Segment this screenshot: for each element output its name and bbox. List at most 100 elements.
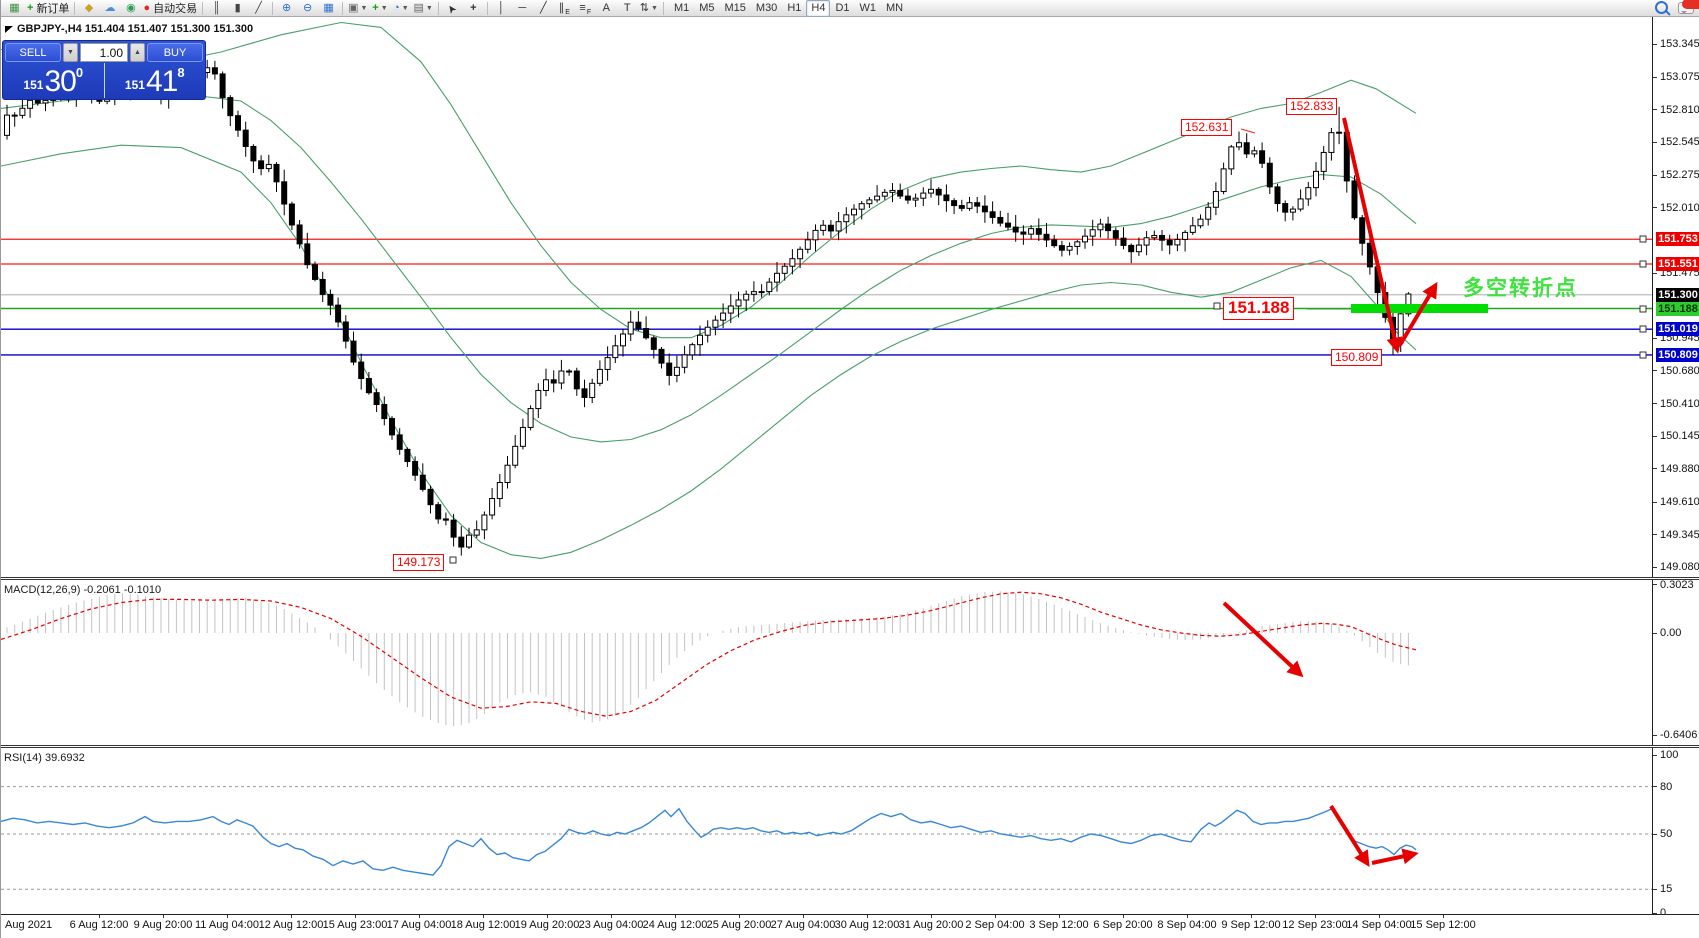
time-tick-label: 2 Sep 04:00 [965, 919, 1025, 931]
arrows-icon[interactable]: ⇅ ▼ [639, 1, 658, 14]
price-tick-label: 152.545 [1660, 136, 1699, 149]
price-axis[interactable]: 153.345 153.075 152.810 152.545 152.275 152.0… [1652, 17, 1699, 919]
object-handle [1639, 325, 1647, 333]
horizontal-line-icon[interactable]: ─ [512, 1, 533, 16]
rsi-tick-label: 50 [1660, 828, 1673, 840]
search-icon[interactable] [1655, 1, 1668, 14]
buy-button[interactable]: BUY [147, 43, 203, 62]
line-chart-mode-icon[interactable]: ╱ [248, 1, 269, 16]
signals-icon: ◉ [126, 1, 136, 14]
macd-pane[interactable] [1, 580, 1652, 745]
equidistant-channel-icon[interactable]: ∥ E [558, 1, 570, 16]
rsi-line [1, 807, 1417, 876]
object-handle [1213, 302, 1221, 310]
price-tick-label: 153.345 [1660, 38, 1699, 50]
crosshair-icon[interactable]: + [463, 1, 484, 16]
candle-chart-mode-icon[interactable]: ▮ [227, 1, 248, 16]
toolbar-separator [437, 1, 439, 15]
toolbar-separator [486, 1, 488, 15]
new-chart-icon[interactable]: ▣ ▼ [348, 1, 368, 14]
time-tick-label: 30 Aug 12:00 [834, 919, 900, 931]
time-axis[interactable]: Aug 2021 6 Aug 12:00 9 Aug 20:00 11 Aug 04:… [1, 914, 1699, 938]
label-icon: T [623, 1, 631, 14]
trendline-icon[interactable]: ╱ [533, 1, 554, 16]
one-click-trading-panel: SELL ▼ 1.00 ▲ BUY 151 30 0 151 41 8 [2, 40, 206, 100]
bollinger-lower [1, 144, 1417, 559]
timeframe-h1-button[interactable]: H1 [787, 2, 802, 14]
price-tick-label: 149.345 [1660, 528, 1699, 541]
time-tick-label: 24 Aug 12:00 [642, 919, 708, 931]
bar-chart-mode-icon[interactable]: ║ [206, 1, 227, 16]
timeframe-m30-button[interactable]: M30 [755, 2, 778, 14]
new-order-button[interactable]: + 新订单 [25, 1, 71, 16]
timeframe-m15-button[interactable]: M15 [724, 2, 746, 14]
autotrading-button[interactable]: ● 自动交易 [141, 1, 199, 16]
price-badge-151.551: 151.551 [1656, 256, 1699, 271]
sell-button[interactable]: SELL [5, 43, 61, 62]
macd-tick-label: -0.6406 [1660, 729, 1698, 742]
volume-decrease-button[interactable]: ▼ [63, 43, 78, 62]
macd-tick-label: 0.00 [1660, 627, 1682, 639]
cursor-icon: ➤ [444, 1, 460, 16]
fibonacci-icon[interactable]: ≡ F [579, 1, 592, 16]
price-badge-151.019: 151.019 [1656, 322, 1699, 337]
pane-separator[interactable] [1, 577, 1699, 580]
toolbar-separator [202, 1, 204, 15]
price-tick-label: 149.610 [1660, 496, 1699, 508]
zoom-in-icon: ⊕ [281, 1, 292, 14]
support-zone-bar[interactable] [1351, 304, 1488, 314]
time-tick-label: 17 Aug 04:00 [386, 919, 452, 931]
price-badge-151.753: 151.753 [1656, 232, 1699, 247]
object-handle [449, 556, 457, 564]
chart-style-icon: ◆ [84, 1, 94, 14]
toolbar-separator [272, 1, 274, 15]
price-chart-pane[interactable] [1, 17, 1652, 577]
time-tick-label: 6 Sep 20:00 [1093, 919, 1153, 931]
timeframe-d1-button[interactable]: D1 [835, 2, 850, 14]
time-tick-label: 25 Aug 20:00 [706, 919, 772, 931]
bollinger-upper [1, 21, 1417, 339]
signals-icon[interactable]: ◉ [120, 1, 141, 16]
pane-separator[interactable] [1, 745, 1699, 748]
zoom-in-icon[interactable]: ⊕ [276, 1, 297, 16]
object-handle [1639, 351, 1647, 359]
chart-style-icon[interactable]: ◆ [78, 1, 99, 16]
buy-price-big: 41 [145, 65, 178, 98]
text-icon[interactable]: A [596, 1, 617, 16]
buy-price[interactable]: 151 41 8 [105, 63, 206, 98]
vertical-line-icon[interactable]: │ [491, 1, 512, 16]
equidistant-channel-icon: ∥ [558, 1, 565, 14]
zoom-out-icon[interactable]: ⊖ [297, 1, 318, 16]
timeframe-mn-button[interactable]: MN [886, 2, 904, 14]
timeframe-m5-button[interactable]: M5 [699, 2, 715, 14]
indicators-icon[interactable]: + ▼ [372, 1, 388, 14]
templates-icon[interactable]: ▤ ▼ [413, 1, 433, 14]
time-tick-label: Aug 2021 [5, 919, 53, 931]
price-badge-151.300: 151.300 [1656, 287, 1699, 302]
time-tick-label: 12 Aug 12:00 [258, 919, 324, 931]
crosshair-icon: + [470, 1, 477, 14]
timeframe-w1-button[interactable]: W1 [859, 2, 877, 14]
periods-icon[interactable]: ◔ ▼ [393, 1, 409, 14]
rsi-tick-label: 15 [1660, 883, 1673, 896]
macd-label: MACD(12,26,9) -0.2061 -0.1010 [4, 584, 162, 596]
tile-windows-icon[interactable]: ▦ [318, 1, 339, 16]
timeframe-m1-button[interactable]: M1 [673, 2, 690, 14]
bollinger-middle [1, 93, 1417, 443]
label-icon[interactable]: T [617, 1, 638, 16]
rsi-pane[interactable] [1, 748, 1652, 914]
cursor-icon[interactable]: ➤ [442, 1, 463, 16]
volume-input[interactable]: 1.00 [80, 43, 128, 62]
cloud-icon[interactable]: ☁ [99, 1, 120, 16]
volume-increase-button[interactable]: ▲ [130, 43, 145, 62]
price-tick-label: 149.880 [1660, 462, 1699, 475]
notification-badge: 1 [1682, 0, 1699, 9]
time-tick-label: 19 Aug 20:00 [514, 919, 580, 931]
time-tick-label: 15 Aug 23:00 [322, 919, 388, 931]
charts-grid-icon[interactable]: ▦ [4, 1, 25, 16]
sell-price[interactable]: 151 30 0 [3, 63, 105, 98]
timeframe-h4-button[interactable]: H4 [806, 0, 831, 17]
chat-icon[interactable]: 1 [1678, 0, 1699, 14]
price-tick-label: 152.010 [1660, 201, 1699, 214]
